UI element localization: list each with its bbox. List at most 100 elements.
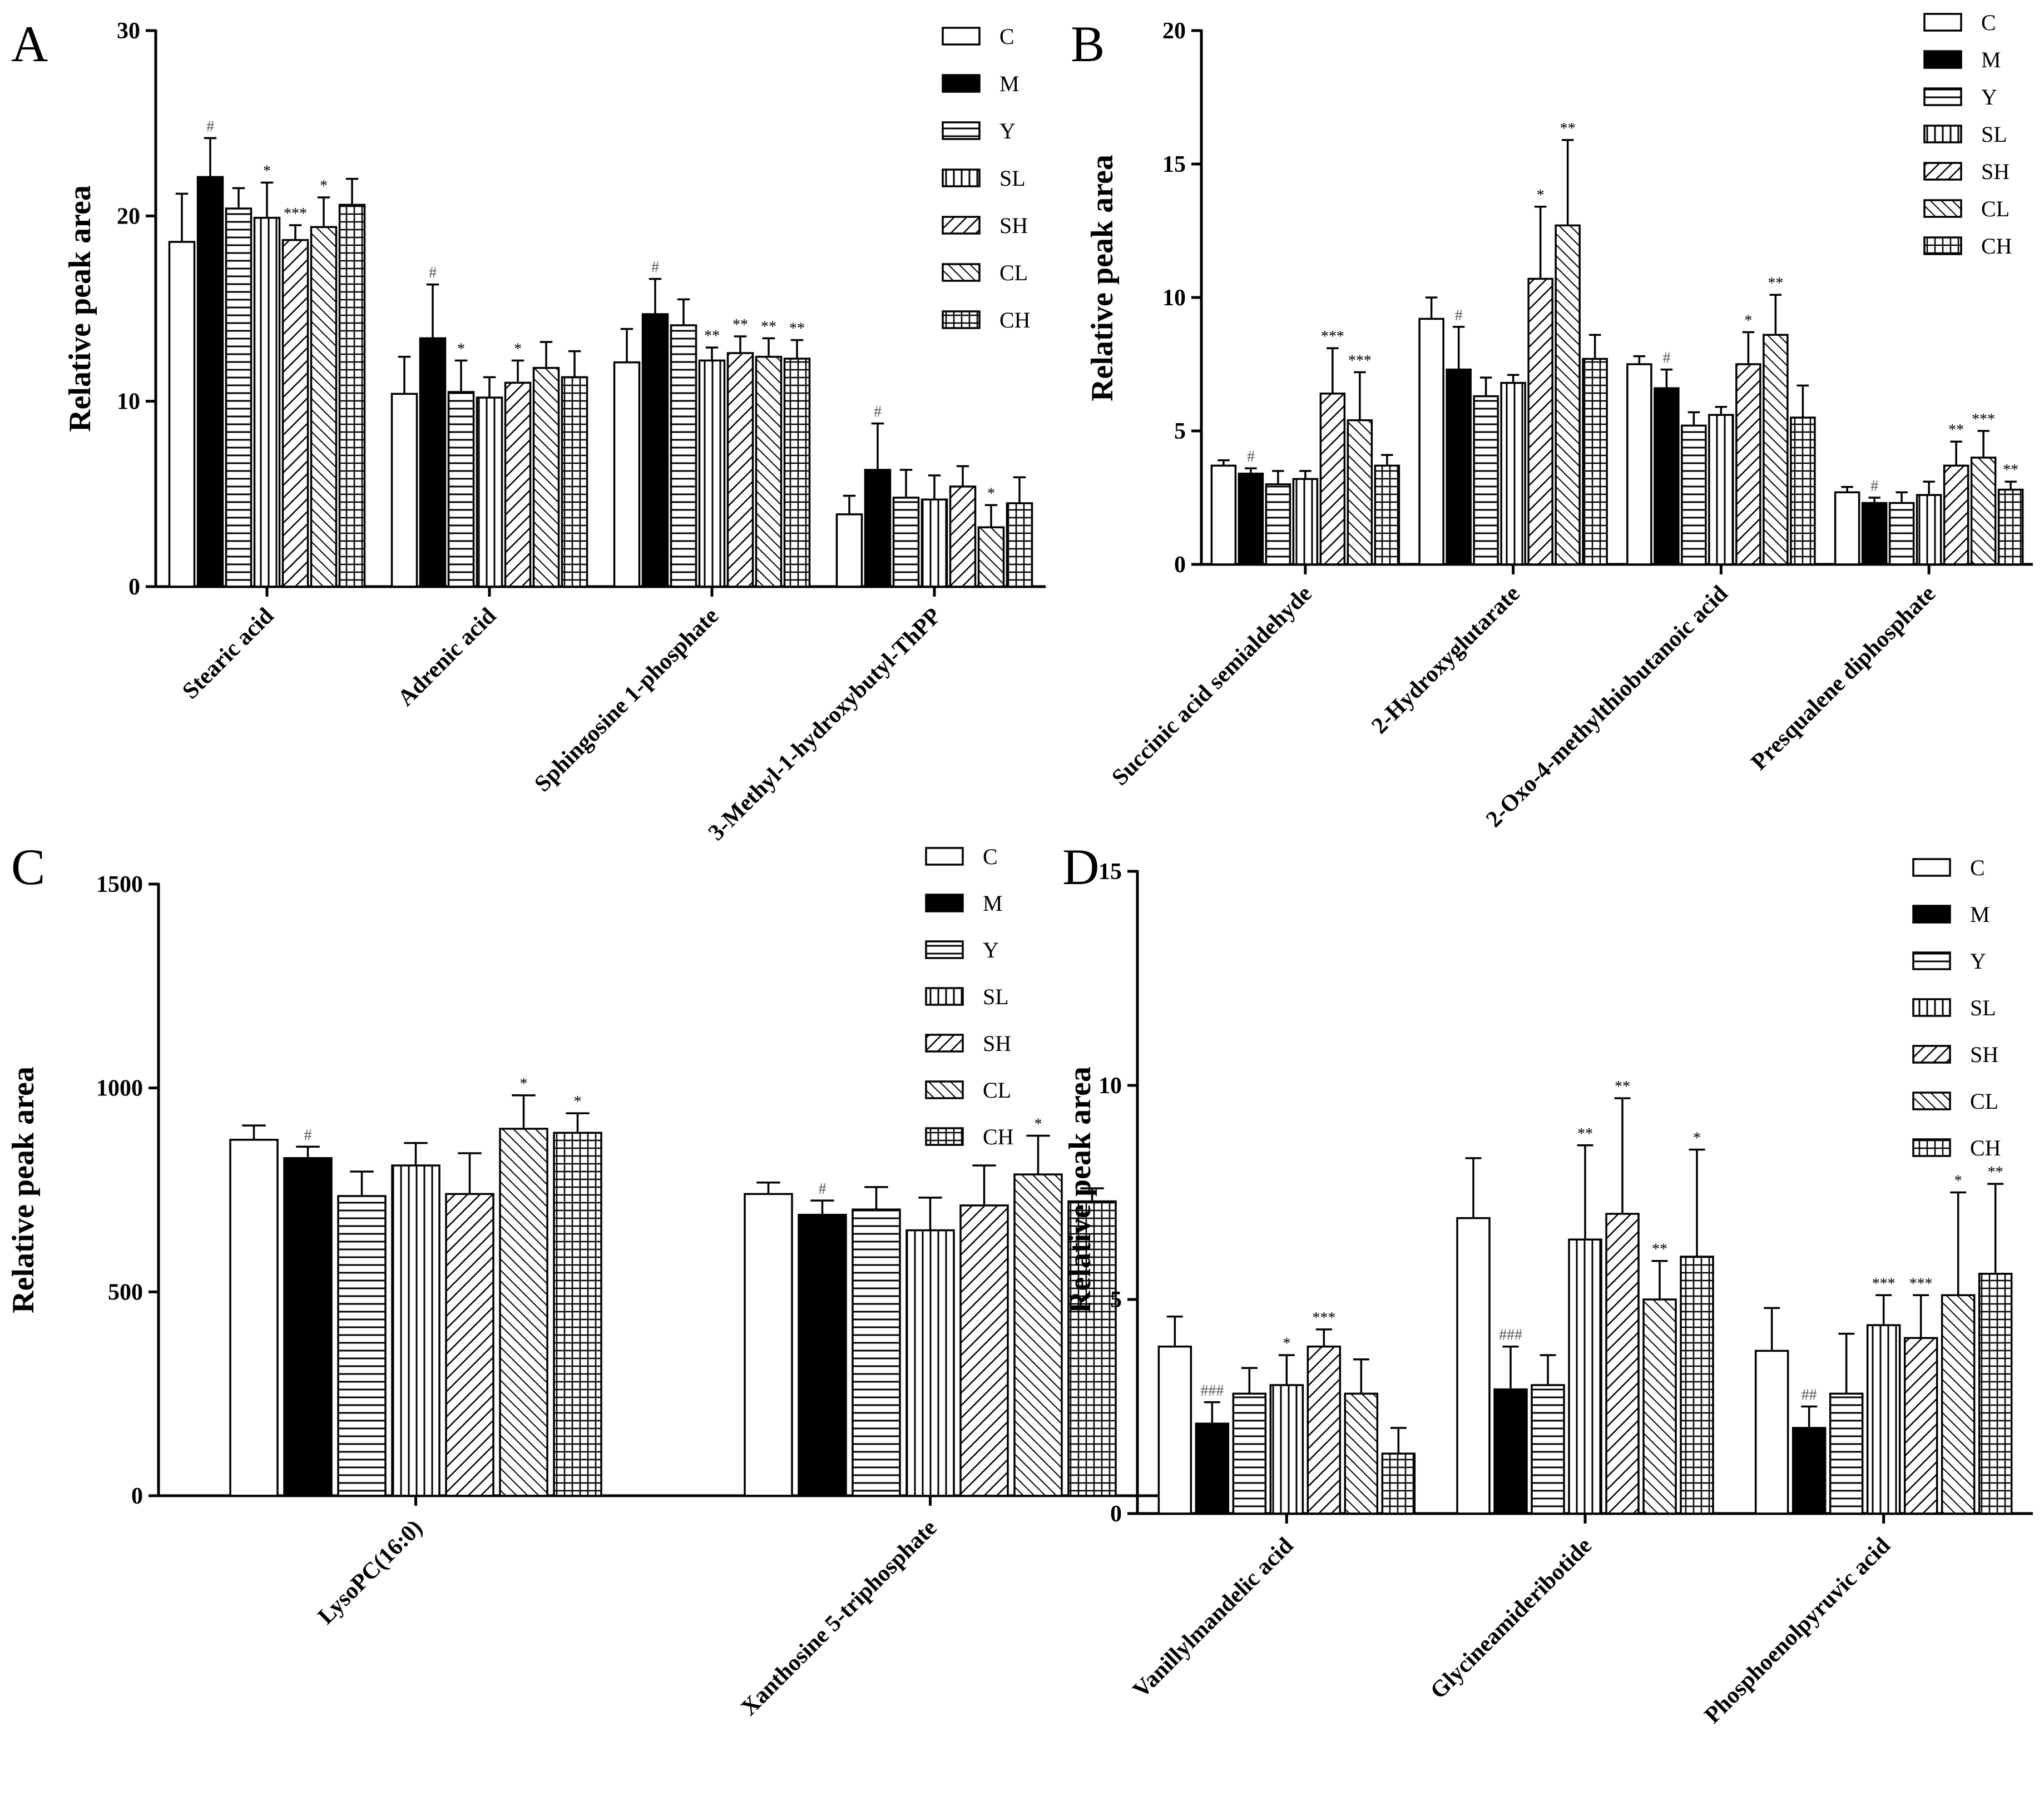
bar-ch bbox=[1381, 1452, 1416, 1515]
bar-sh bbox=[445, 1193, 494, 1497]
significance-mark: *** bbox=[1909, 1275, 1933, 1292]
bar-group: # * * bbox=[229, 1075, 602, 1497]
bar-sh bbox=[1943, 464, 1969, 565]
y-tick-label: 10 bbox=[1098, 1073, 1122, 1099]
bar-y bbox=[1681, 424, 1707, 565]
panel-letter: D bbox=[1062, 839, 1099, 895]
bar-c bbox=[1157, 1345, 1192, 1515]
legend-label: CH bbox=[1981, 234, 2012, 259]
legend-label: CH bbox=[983, 1124, 1014, 1149]
legend: CMY SL SH CL CH bbox=[1923, 10, 2012, 259]
y-tick-label: 30 bbox=[117, 18, 140, 44]
y-tick-label: 10 bbox=[117, 389, 140, 415]
legend-label: SH bbox=[999, 213, 1028, 238]
legend-label: C bbox=[983, 844, 998, 869]
legend-swatch-sh bbox=[925, 1034, 964, 1053]
bar-cl bbox=[755, 355, 783, 588]
category-label: Vanillylmandelic acid bbox=[1128, 1533, 1298, 1703]
legend-swatch-cl bbox=[1912, 1092, 1951, 1110]
legend-swatch-ch bbox=[1912, 1138, 1951, 1157]
bar-m bbox=[1238, 473, 1264, 565]
bar-sh bbox=[949, 485, 977, 588]
bar-sl bbox=[1292, 478, 1319, 565]
legend-label: M bbox=[983, 891, 1003, 916]
bar-cl bbox=[1970, 457, 1997, 565]
bar-group: #******* bbox=[1834, 411, 2024, 565]
bar-c bbox=[168, 241, 196, 588]
bar-group: # ****** bbox=[1210, 328, 1400, 565]
y-tick-label: 0 bbox=[1174, 552, 1186, 578]
bar-y bbox=[447, 391, 475, 588]
panel-letter: A bbox=[11, 16, 48, 72]
legend-swatch-ch bbox=[942, 310, 981, 329]
significance-mark: # bbox=[874, 404, 882, 421]
bar-y bbox=[1829, 1392, 1864, 1515]
bar-c bbox=[1626, 363, 1652, 565]
bar-sl bbox=[1269, 1384, 1304, 1515]
significance-mark: ** bbox=[1652, 1241, 1667, 1258]
legend-swatch-ch bbox=[925, 1127, 964, 1146]
category-label: 2-Hydroxyglutarate bbox=[1367, 581, 1525, 739]
bar-cl bbox=[499, 1128, 548, 1497]
y-axis-title: Relative peak area bbox=[63, 185, 97, 432]
significance-mark: * bbox=[1035, 1115, 1042, 1133]
significance-mark: *** bbox=[284, 205, 307, 222]
legend-swatch-sl bbox=[1912, 998, 1951, 1017]
legend-label: CL bbox=[1970, 1089, 1998, 1114]
category-label: Stearic acid bbox=[177, 603, 279, 704]
bar-sh bbox=[1306, 1345, 1342, 1515]
significance-mark: * bbox=[1283, 1335, 1290, 1352]
bar-y bbox=[225, 207, 253, 588]
bar-ch bbox=[561, 376, 588, 588]
y-tick-label: 10 bbox=[1162, 285, 1186, 311]
bar-sl bbox=[253, 216, 281, 588]
significance-mark: *** bbox=[1872, 1275, 1895, 1292]
bar-ch bbox=[1582, 358, 1608, 565]
bar-sl bbox=[1866, 1324, 1901, 1515]
legend-swatch-sl bbox=[942, 168, 981, 187]
legend-swatch-sh bbox=[942, 216, 981, 235]
significance-mark: ** bbox=[1768, 275, 1783, 292]
bar-sl bbox=[391, 1164, 441, 1497]
y-axis-title: Relative peak area bbox=[6, 1066, 41, 1313]
bar-group: #* bbox=[835, 404, 1033, 588]
legend-swatch-c bbox=[925, 847, 964, 866]
bar-ch bbox=[1790, 416, 1816, 565]
legend-label: C bbox=[1981, 10, 1996, 35]
significance-mark: ** bbox=[1577, 1125, 1593, 1143]
bar-c bbox=[744, 1193, 793, 1497]
significance-mark: # bbox=[206, 118, 214, 135]
significance-mark: ** bbox=[1615, 1078, 1630, 1095]
significance-mark: *** bbox=[1972, 411, 1995, 428]
significance-mark: # bbox=[1247, 448, 1255, 465]
legend-label: Y bbox=[983, 937, 999, 963]
y-tick-label: 5 bbox=[1174, 419, 1186, 444]
bar-sh bbox=[1735, 363, 1761, 565]
bar-y bbox=[1531, 1384, 1565, 1515]
significance-mark: * bbox=[320, 177, 328, 195]
category-label: Xanthosine 5-triphosphate bbox=[736, 1515, 942, 1721]
legend-swatch-cl bbox=[925, 1080, 964, 1099]
bar-sl bbox=[476, 396, 503, 588]
bar-sl bbox=[1500, 381, 1526, 565]
category-label: Glycineamideribotide bbox=[1426, 1533, 1597, 1704]
legend-label: C bbox=[1970, 855, 1985, 880]
bar-ch bbox=[338, 204, 366, 588]
legend-swatch-cl bbox=[942, 263, 981, 282]
significance-mark: ## bbox=[1802, 1387, 1817, 1404]
bar-ch bbox=[1978, 1273, 2013, 1515]
legend: CMY SL SH CL CH bbox=[942, 24, 1031, 333]
bar-y bbox=[1265, 483, 1291, 565]
legend-label: CL bbox=[983, 1078, 1011, 1103]
legend-swatch-ch bbox=[1923, 236, 1962, 255]
y-tick-label: 20 bbox=[1162, 18, 1186, 44]
category-label: Presqualene diphosphate bbox=[1746, 581, 1941, 776]
bar-sh bbox=[959, 1204, 1009, 1497]
legend: CMY SL SH CL CH bbox=[1912, 855, 2001, 1160]
bar-group: #* bbox=[744, 1115, 1117, 1497]
bar-y bbox=[1232, 1392, 1267, 1515]
bar-y bbox=[670, 324, 697, 588]
bar-y bbox=[337, 1195, 387, 1497]
